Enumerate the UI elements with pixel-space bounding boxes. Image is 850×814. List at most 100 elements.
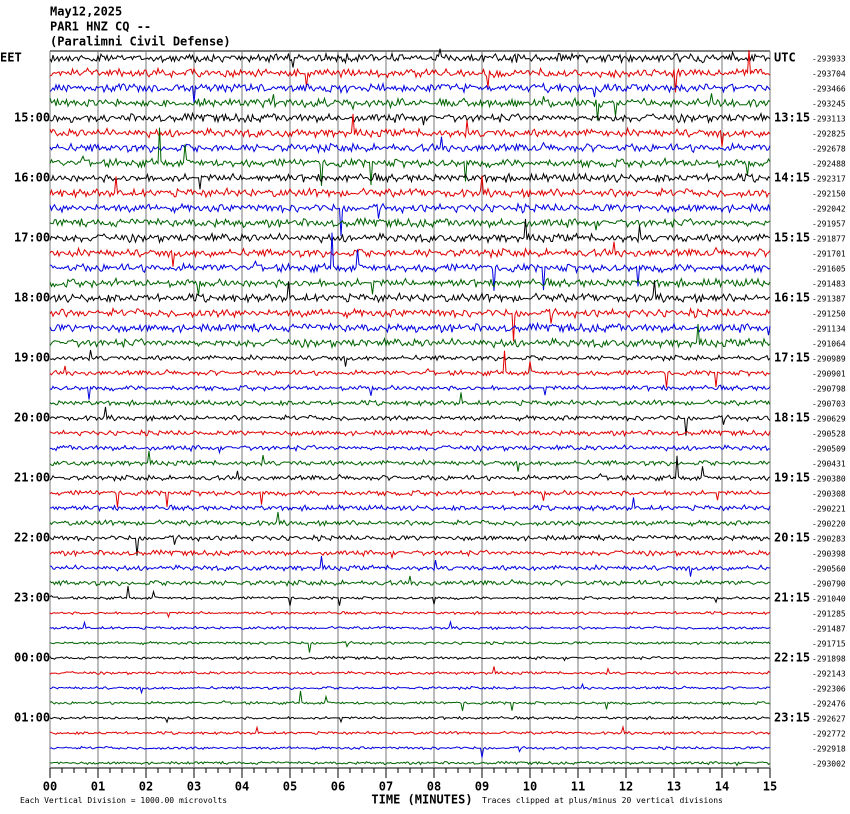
- trace: [49, 48, 771, 68]
- offset-label: -290380: [812, 475, 846, 484]
- offset-label: -290901: [812, 370, 846, 379]
- offset-label: -291701: [812, 250, 846, 259]
- trace: [49, 575, 771, 587]
- right-time-label: 17:15: [774, 351, 810, 365]
- trace: [49, 136, 771, 155]
- trace: [49, 350, 771, 388]
- trace: [49, 232, 771, 291]
- trace: [49, 276, 771, 296]
- trace: [49, 444, 771, 455]
- offset-label: -291957: [812, 220, 846, 229]
- offset-label: -292476: [812, 700, 846, 709]
- trace: [49, 384, 771, 400]
- offset-label: -291387: [812, 295, 846, 304]
- trace: [49, 241, 771, 267]
- trace: [49, 690, 771, 711]
- trace: [49, 548, 771, 560]
- x-tick-label: 10: [523, 780, 537, 794]
- trace: [49, 392, 771, 408]
- trace: [49, 111, 771, 126]
- x-tick-label: 06: [331, 780, 345, 794]
- right-time-label: 21:15: [774, 591, 810, 605]
- left-time-label: EET: [0, 51, 22, 65]
- left-time-label: 21:00: [14, 471, 50, 485]
- x-axis-title: TIME (MINUTES): [371, 793, 472, 807]
- header-line: (Paralimni Civil Defense): [50, 35, 231, 49]
- trace: [49, 725, 771, 736]
- offset-label: -292150: [812, 190, 846, 199]
- trace: [49, 555, 771, 577]
- offset-label: -290283: [812, 535, 846, 544]
- offset-label: -290798: [812, 385, 846, 394]
- offset-label: -292488: [812, 160, 846, 169]
- trace: [49, 682, 771, 695]
- x-tick-label: 14: [715, 780, 729, 794]
- trace: [49, 640, 771, 653]
- offset-label: -293933: [812, 55, 846, 64]
- offset-label: -290528: [812, 430, 846, 439]
- offset-label: -292772: [812, 730, 846, 739]
- left-time-label: 19:00: [14, 351, 50, 365]
- trace: [49, 172, 771, 190]
- offset-label: -291040: [812, 595, 846, 604]
- offset-label: -292306: [812, 685, 846, 694]
- trace: [49, 620, 771, 631]
- trace: [49, 175, 771, 199]
- x-tick-label: 03: [187, 780, 201, 794]
- x-tick-label: 01: [91, 780, 105, 794]
- trace: [49, 511, 771, 528]
- trace: [49, 218, 771, 245]
- offset-label: -291064: [812, 340, 846, 349]
- left-time-label: 00:00: [14, 651, 50, 665]
- offset-label: -292918: [812, 745, 846, 754]
- left-time-label: 23:00: [14, 591, 50, 605]
- trace: [49, 280, 771, 304]
- x-tick-label: 09: [475, 780, 489, 794]
- offset-label: -291250: [812, 310, 846, 319]
- trace: [49, 715, 771, 724]
- x-tick-label: 02: [139, 780, 153, 794]
- offset-label: -293704: [812, 70, 846, 79]
- offset-label: -291877: [812, 235, 846, 244]
- offset-label: -291898: [812, 655, 846, 664]
- trace: [49, 350, 771, 367]
- x-tick-label: 00: [43, 780, 57, 794]
- offset-label: -293245: [812, 100, 846, 109]
- left-time-label: 15:00: [14, 111, 50, 125]
- x-tick-label: 05: [283, 780, 297, 794]
- clip-note: Traces clipped at plus/minus 20 vertical…: [482, 796, 723, 805]
- trace: [49, 497, 771, 513]
- trace: [49, 610, 771, 619]
- trace: [49, 202, 771, 237]
- left-time-label: 17:00: [14, 231, 50, 245]
- trace: [49, 127, 771, 186]
- trace: [49, 585, 771, 606]
- offset-label: -292627: [812, 715, 846, 724]
- offset-label: -290509: [812, 445, 846, 454]
- offset-label: -291487: [812, 625, 846, 634]
- offset-label: -292143: [812, 670, 846, 679]
- x-tick-label: 15: [763, 780, 777, 794]
- right-time-label: UTC: [774, 51, 796, 65]
- offset-label: -290989: [812, 355, 846, 364]
- left-time-label: 22:00: [14, 531, 50, 545]
- offset-label: -292042: [812, 205, 846, 214]
- trace: [49, 450, 771, 472]
- trace: [49, 93, 771, 121]
- left-time-label: 01:00: [14, 711, 50, 725]
- right-time-label: 14:15: [774, 171, 810, 185]
- right-time-label: 23:15: [774, 711, 810, 725]
- left-time-label: 18:00: [14, 291, 50, 305]
- right-time-label: 18:15: [774, 411, 810, 425]
- offset-label: -291483: [812, 280, 846, 289]
- left-time-label: 20:00: [14, 411, 50, 425]
- x-tick-label: 08: [427, 780, 441, 794]
- offset-label: -290629: [812, 415, 846, 424]
- offset-label: -292825: [812, 130, 846, 139]
- offset-label: -293002: [812, 760, 846, 769]
- trace: [49, 666, 771, 676]
- header-line: PAR1 HNZ CQ --: [50, 20, 151, 34]
- right-time-label: 22:15: [774, 651, 810, 665]
- right-time-label: 19:15: [774, 471, 810, 485]
- x-tick-label: 13: [667, 780, 681, 794]
